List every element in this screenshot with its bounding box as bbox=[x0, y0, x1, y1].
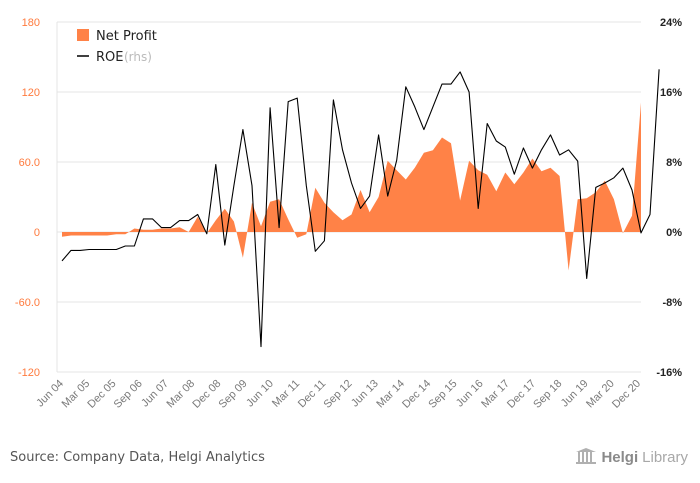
x-axis-tick-label: Dec 14 bbox=[400, 378, 433, 411]
legend-note-rhs: (rhs) bbox=[124, 50, 152, 64]
helgi-library-logo: Helgi Library bbox=[575, 448, 688, 466]
x-axis-tick-label: Sep 15 bbox=[426, 378, 459, 411]
legend-label-roe: ROE bbox=[96, 50, 123, 65]
x-axis-tick-label: Dec 08 bbox=[190, 378, 223, 411]
source-note: Source: Company Data, Helgi Analytics bbox=[10, 450, 265, 465]
logo-word-bold: Helgi bbox=[601, 448, 639, 466]
x-axis-tick-label: Mar 11 bbox=[270, 378, 302, 410]
x-axis-tick-label: Sep 12 bbox=[321, 378, 354, 411]
right-axis-tick-label: 16% bbox=[660, 87, 682, 99]
right-axis-tick-label: 0% bbox=[666, 227, 682, 239]
x-axis-tick-label: Sep 09 bbox=[217, 378, 250, 411]
right-axis-tick-label: 8% bbox=[666, 157, 682, 169]
net-profit-area bbox=[62, 102, 641, 271]
left-axis-tick-label: 0 bbox=[34, 227, 40, 239]
right-axis-tick-label: -8% bbox=[662, 297, 682, 309]
x-axis-tick-label: Sep 18 bbox=[531, 378, 564, 411]
helgi-library-icon bbox=[576, 448, 597, 464]
x-axis-tick-label: Dec 20 bbox=[610, 378, 643, 411]
left-axis-tick-label: 180 bbox=[22, 17, 40, 29]
right-axis-tick-label: -16% bbox=[656, 367, 682, 379]
x-axis-tick-label: Dec 05 bbox=[85, 378, 118, 411]
logo-word-rest: Library bbox=[642, 448, 688, 466]
x-axis-tick-label: Jun 10 bbox=[244, 378, 276, 410]
left-axis-tick-label: 120 bbox=[22, 87, 40, 99]
roe-line bbox=[61, 69, 660, 348]
left-axis-tick-label: -60.0 bbox=[15, 297, 40, 309]
left-axis-tick-label: -120 bbox=[18, 367, 40, 379]
legend-swatch-net-profit bbox=[77, 29, 89, 41]
legend-label-net-profit: Net Profit bbox=[96, 29, 157, 44]
net-profit-roe-chart: 180 24% 120 16% 60.0 8% 0 0% -60.0 -8% -120 -16% Jun… bbox=[15, 17, 682, 411]
right-axis-tick-label: 24% bbox=[660, 17, 682, 29]
x-axis-tick-label: Sep 06 bbox=[112, 378, 145, 411]
left-axis-tick-label: 60.0 bbox=[19, 157, 40, 169]
x-axis-tick-label: Dec 17 bbox=[505, 378, 538, 411]
